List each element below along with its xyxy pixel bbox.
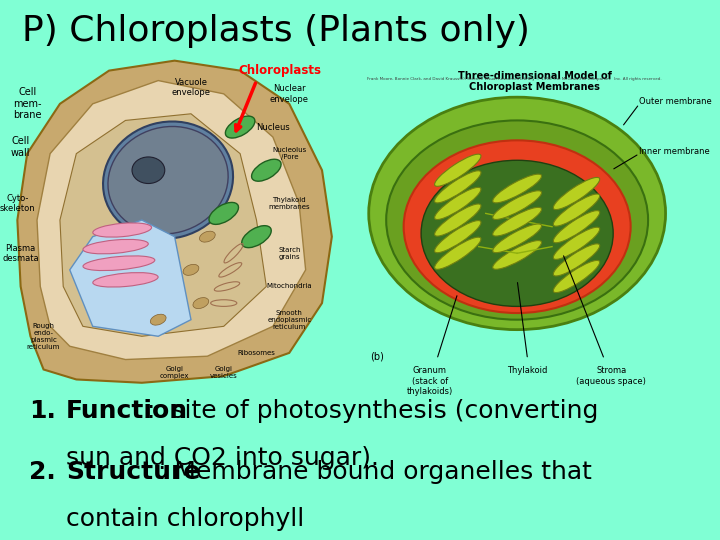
Text: Rough
endo-
plasmic
reticulum: Rough endo- plasmic reticulum [27, 323, 60, 350]
Ellipse shape [435, 204, 481, 236]
Ellipse shape [150, 314, 166, 325]
Ellipse shape [435, 154, 481, 186]
Text: Mitochondria: Mitochondria [266, 284, 312, 289]
Ellipse shape [492, 174, 541, 203]
Text: Nucleus: Nucleus [256, 123, 289, 132]
Ellipse shape [209, 202, 238, 225]
Ellipse shape [553, 244, 600, 276]
Text: sun and CO2 into sugar).: sun and CO2 into sugar). [66, 446, 379, 469]
Text: Function: Function [66, 399, 189, 422]
Text: Vacuole
envelope: Vacuole envelope [171, 78, 210, 97]
Ellipse shape [369, 97, 665, 329]
Text: Golgi
complex: Golgi complex [160, 366, 189, 379]
Ellipse shape [386, 120, 648, 320]
Text: : Membrane bound organelles that: : Membrane bound organelles that [158, 460, 592, 484]
Ellipse shape [553, 227, 600, 259]
Ellipse shape [83, 239, 148, 254]
Text: Structure: Structure [66, 460, 201, 484]
Ellipse shape [251, 159, 281, 181]
Text: Cell
wall: Cell wall [11, 136, 30, 158]
Text: Nuclear
envelope: Nuclear envelope [270, 84, 309, 104]
Ellipse shape [83, 256, 155, 271]
Ellipse shape [199, 231, 215, 242]
Ellipse shape [435, 237, 481, 269]
Ellipse shape [492, 240, 541, 269]
Ellipse shape [404, 140, 631, 313]
Text: Granum
(stack of
thylakoids): Granum (stack of thylakoids) [407, 366, 453, 396]
Text: Outer membrane: Outer membrane [639, 97, 712, 106]
Ellipse shape [435, 187, 481, 220]
Text: Starch
grains: Starch grains [278, 247, 300, 260]
Ellipse shape [492, 224, 541, 253]
Text: (b): (b) [371, 352, 384, 362]
Text: 1.: 1. [29, 399, 55, 422]
Ellipse shape [435, 220, 481, 253]
Text: Smooth
endoplasmic
reticulum: Smooth endoplasmic reticulum [267, 309, 311, 330]
Ellipse shape [132, 157, 165, 184]
Text: Ribosomes: Ribosomes [238, 350, 276, 356]
Text: Three-dimensional Model of
Chloroplast Membranes: Three-dimensional Model of Chloroplast M… [458, 71, 611, 92]
Ellipse shape [193, 298, 209, 308]
Text: contain chlorophyll: contain chlorophyll [66, 507, 305, 530]
Polygon shape [37, 80, 306, 360]
Polygon shape [70, 220, 191, 336]
Text: Cyto-
skeleton: Cyto- skeleton [0, 194, 35, 213]
Ellipse shape [553, 260, 600, 293]
Ellipse shape [421, 160, 613, 306]
Ellipse shape [93, 273, 158, 287]
Text: Plasma
desmata: Plasma desmata [2, 244, 39, 263]
Ellipse shape [435, 171, 481, 203]
Text: Thylakoid
membranes: Thylakoid membranes [269, 197, 310, 210]
Text: Thylakoid: Thylakoid [508, 366, 548, 375]
Text: Inner membrane: Inner membrane [639, 147, 710, 156]
Ellipse shape [225, 116, 255, 138]
Text: Nucleolus
/Pore: Nucleolus /Pore [272, 147, 307, 160]
Ellipse shape [183, 265, 199, 275]
Ellipse shape [93, 223, 152, 237]
Ellipse shape [553, 178, 600, 210]
Ellipse shape [553, 194, 600, 226]
Text: Golgi
vesicles: Golgi vesicles [210, 366, 238, 379]
Polygon shape [17, 60, 332, 383]
Ellipse shape [242, 226, 271, 248]
Text: Frank Moore, Bonnie Clark, and David Krauss(c), Science Visual Resources Library: Frank Moore, Bonnie Clark, and David Kra… [367, 77, 662, 81]
Text: :  site of photosynthesis (converting: : site of photosynthesis (converting [147, 399, 598, 422]
Text: Stroma
(aqueous space): Stroma (aqueous space) [577, 366, 647, 386]
Ellipse shape [492, 191, 541, 219]
Polygon shape [60, 114, 266, 336]
Text: P) Chloroplasts (Plants only): P) Chloroplasts (Plants only) [22, 14, 529, 48]
Text: 2.: 2. [29, 460, 55, 484]
Ellipse shape [492, 207, 541, 236]
Ellipse shape [108, 126, 228, 234]
Ellipse shape [553, 211, 600, 243]
Ellipse shape [103, 122, 233, 239]
Text: Chloroplasts: Chloroplasts [238, 64, 321, 77]
Text: Cell
mem-
brane: Cell mem- brane [13, 87, 42, 120]
